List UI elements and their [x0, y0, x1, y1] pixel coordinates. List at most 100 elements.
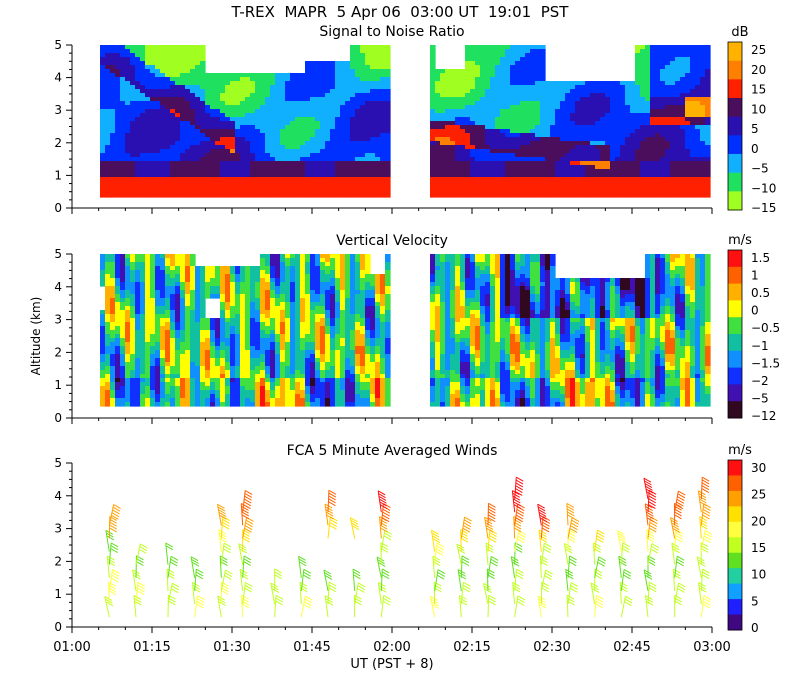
heatmap-cell — [225, 358, 231, 363]
heatmap-cell — [140, 366, 146, 371]
heatmap-cell — [265, 77, 271, 82]
y-tick-label: 1 — [54, 168, 62, 182]
heatmap-cell — [220, 173, 226, 178]
heatmap-cell — [485, 89, 491, 94]
heatmap-cell — [275, 181, 281, 186]
heatmap-cell — [130, 77, 136, 82]
heatmap-cell — [155, 318, 161, 323]
heatmap-cell — [255, 81, 261, 86]
heatmap-cell — [165, 274, 171, 279]
heatmap-cell — [185, 390, 191, 395]
heatmap-cell — [440, 117, 446, 122]
heatmap-cell — [660, 185, 666, 190]
heatmap-cell — [110, 378, 116, 383]
heatmap-cell — [185, 121, 191, 126]
heatmap-cell — [215, 374, 221, 379]
heatmap-cell — [480, 109, 486, 114]
heatmap-cell — [265, 117, 271, 122]
heatmap-cell — [580, 149, 586, 154]
heatmap-cell — [685, 97, 691, 102]
heatmap-cell — [265, 81, 271, 86]
heatmap-cell — [225, 81, 231, 86]
heatmap-cell — [335, 69, 341, 74]
heatmap-cell — [315, 117, 321, 122]
heatmap-cell — [305, 121, 311, 126]
heatmap-cell — [210, 378, 216, 383]
heatmap-cell — [125, 65, 131, 70]
heatmap-cell — [160, 282, 166, 287]
heatmap-cell — [470, 121, 476, 126]
heatmap-cell — [500, 57, 506, 62]
heatmap-cell — [515, 69, 521, 74]
heatmap-cell — [695, 61, 701, 66]
heatmap-cell — [610, 117, 616, 122]
heatmap-cell — [220, 306, 226, 311]
heatmap-cell — [340, 129, 346, 134]
heatmap-cell — [215, 121, 221, 126]
heatmap-cell — [515, 73, 521, 78]
heatmap-cell — [690, 45, 696, 50]
heatmap-cell — [340, 189, 346, 194]
heatmap-cell — [555, 173, 561, 178]
heatmap-cell — [585, 189, 591, 194]
heatmap-cell — [135, 346, 141, 351]
heatmap-cell — [195, 93, 201, 98]
heatmap-cell — [705, 121, 711, 126]
heatmap-cell — [645, 157, 651, 162]
heatmap-cell — [475, 181, 481, 186]
heatmap-cell — [430, 189, 436, 194]
heatmap-cell — [225, 366, 231, 371]
heatmap-cell — [465, 189, 471, 194]
heatmap-cell — [435, 81, 441, 86]
heatmap-cell — [485, 173, 491, 178]
heatmap-cell — [285, 141, 291, 146]
heatmap-cell — [180, 322, 186, 327]
heatmap-cell — [595, 109, 601, 114]
heatmap-cell — [200, 177, 206, 182]
heatmap-cell — [690, 73, 696, 78]
heatmap-cell — [645, 101, 651, 106]
heatmap-cell — [195, 173, 201, 178]
heatmap-cell — [165, 310, 171, 315]
heatmap-cell — [650, 65, 656, 70]
heatmap-cell — [215, 282, 221, 287]
heatmap-cell — [360, 105, 366, 110]
heatmap-cell — [140, 145, 146, 150]
heatmap-cell — [155, 362, 161, 367]
heatmap-cell — [195, 157, 201, 162]
heatmap-cell — [130, 298, 136, 303]
heatmap-cell — [195, 310, 201, 315]
heatmap-cell — [525, 137, 531, 142]
heatmap-cell — [245, 125, 251, 130]
heatmap-cell — [360, 165, 366, 170]
heatmap-cell — [565, 85, 571, 90]
heatmap-cell — [190, 189, 196, 194]
heatmap-cell — [115, 338, 121, 343]
heatmap-cell — [665, 125, 671, 130]
heatmap-cell — [695, 77, 701, 82]
heatmap-cell — [115, 262, 121, 267]
heatmap-cell — [205, 97, 211, 102]
heatmap-cell — [660, 149, 666, 154]
heatmap-cell — [265, 121, 271, 126]
heatmap-cell — [540, 189, 546, 194]
heatmap-cell — [190, 358, 196, 363]
heatmap-cell — [520, 137, 526, 142]
heatmap-cell — [200, 149, 206, 154]
heatmap-cell — [360, 189, 366, 194]
heatmap-cell — [385, 69, 391, 74]
heatmap-cell — [460, 137, 466, 142]
heatmap-cell — [300, 137, 306, 142]
heatmap-cell — [105, 306, 111, 311]
heatmap-cell — [305, 145, 311, 150]
heatmap-cell — [430, 89, 436, 94]
heatmap-cell — [535, 165, 541, 170]
heatmap-cell — [130, 81, 136, 86]
heatmap-cell — [470, 129, 476, 134]
heatmap-cell — [185, 254, 191, 259]
heatmap-cell — [145, 310, 151, 315]
heatmap-cell — [350, 161, 356, 166]
heatmap-cell — [475, 189, 481, 194]
heatmap-cell — [505, 65, 511, 70]
